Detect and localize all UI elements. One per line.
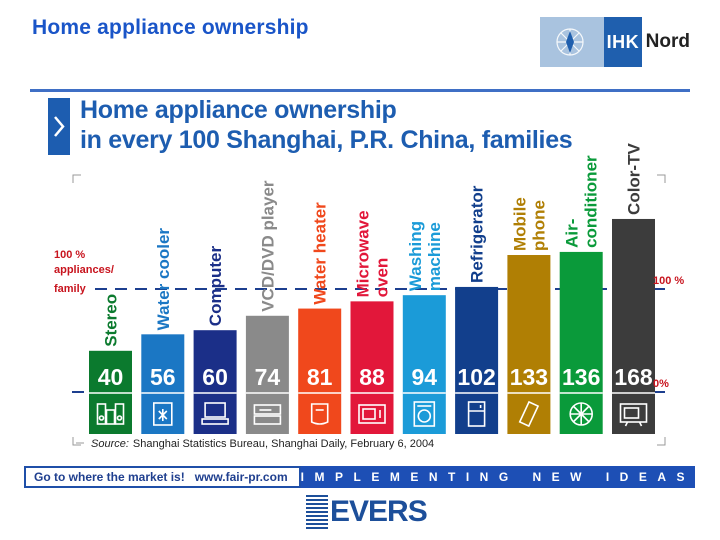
bar-value-label: 40 (98, 364, 124, 390)
category-label-line: oven (373, 258, 392, 298)
refrigerator-icon (467, 401, 486, 427)
page-title: Home appliance ownership (32, 16, 309, 39)
bar-value-label: 60 (202, 364, 228, 390)
bar-value-label: 168 (614, 364, 653, 390)
bar-group: 136 Air-conditioner (559, 155, 603, 434)
right-label-100: 100 % (653, 275, 684, 287)
ihk-nord-logo: IHK Nord (540, 17, 690, 67)
category-label-line: Microwave (354, 210, 373, 297)
category-label-line: Water cooler (154, 228, 173, 331)
category-label: VCD/DVD player (258, 180, 277, 312)
bar-value-label: 133 (510, 364, 548, 390)
evers-logo: EVERS (306, 494, 428, 530)
bar-value-label: 74 (255, 364, 281, 390)
source-text: Shanghai Statistics Bureau, Shanghai Dai… (133, 438, 434, 450)
category-label-line: Mobile (510, 197, 529, 251)
category-label-line: Color-TV (625, 143, 644, 215)
mobile-phone-icon (518, 400, 540, 428)
air-conditioner-icon (569, 402, 594, 426)
chart-title-line2: in every 100 Shanghai, P.R. China, famil… (80, 126, 573, 154)
category-label: Computer (206, 246, 225, 327)
chart-title: Home appliance ownership in every 100 Sh… (80, 95, 573, 155)
category-label-line: Water heater (311, 202, 330, 305)
water-heater-icon (310, 403, 329, 425)
water-cooler-icon (153, 402, 173, 426)
evers-brand-text: EVERS (330, 495, 428, 528)
footer-slogan: Go to where the market is! (34, 470, 185, 484)
ihk-emblem-icon (540, 17, 605, 67)
footer-tagline: IMPLEMENTING NEW IDEAS (300, 466, 695, 488)
chevron-right-icon (48, 98, 70, 155)
category-label-line: conditioner (582, 155, 601, 248)
evers-stripes-icon (306, 495, 328, 529)
footer-banner: Go to where the market is! www.fair-pr.c… (24, 466, 695, 488)
category-label-line: VCD/DVD player (258, 180, 277, 312)
category-label-line: Washing (406, 221, 425, 291)
bar (455, 286, 499, 434)
bar-group: 74 VCD/DVD player (245, 180, 289, 434)
category-label-line: Computer (206, 246, 225, 327)
category-label-line: Refrigerator (468, 185, 487, 283)
bar-value-label: 88 (359, 364, 385, 390)
category-label: Water heater (311, 202, 330, 305)
category-label: Mobilephone (510, 197, 548, 251)
footer-slogan-box: Go to where the market is! www.fair-pr.c… (24, 466, 301, 488)
bar-group: 60 Computer (193, 246, 237, 434)
bar-value-label: 94 (412, 364, 438, 390)
category-label-line: Stereo (102, 294, 121, 347)
computer-icon (201, 402, 229, 425)
bar-group: 40 Stereo (89, 294, 132, 434)
frame-corner-tl (72, 174, 81, 183)
bar-value-label: 81 (307, 364, 333, 390)
bar (507, 255, 551, 434)
bar (298, 308, 342, 434)
bar-value-label: 102 (457, 364, 495, 390)
bar-group: 56 Water cooler (141, 228, 185, 434)
source-note: Source: Shanghai Statistics Bureau, Shang… (91, 438, 434, 450)
category-label-line: machine (425, 222, 444, 291)
category-label: Stereo (102, 294, 121, 347)
right-label-0: 0% (653, 378, 669, 390)
tv-icon (619, 403, 648, 427)
category-label: Washingmachine (406, 221, 444, 291)
category-label: Air-conditioner (563, 155, 601, 248)
bar (612, 218, 655, 434)
category-label: Refrigerator (468, 185, 487, 283)
bar-value-label: 136 (562, 364, 600, 390)
frame-corner-bl (72, 437, 81, 446)
ref-label-line3: family (54, 283, 87, 295)
bar-group: 94 Washingmachine (402, 221, 446, 434)
nord-text: Nord (641, 17, 690, 67)
ihk-text: IHK (604, 17, 642, 67)
chart-title-line1: Home appliance ownership (80, 96, 397, 124)
bar-value-label: 56 (150, 364, 176, 390)
bar-group: 81 Water heater (298, 202, 342, 434)
ref-label-line1: 100 % (54, 249, 85, 261)
bar-group: 102 Refrigerator (455, 185, 499, 434)
bar-group: 133 Mobilephone (507, 197, 551, 434)
dvd-player-icon (253, 404, 282, 425)
category-label: Color-TV (625, 143, 644, 215)
category-label-line: phone (529, 200, 548, 251)
microwave-icon (358, 404, 386, 424)
title-divider (30, 89, 690, 92)
washing-machine-icon (413, 401, 436, 427)
footer-url-link[interactable]: www.fair-pr.com (194, 470, 288, 484)
stereo-icon (96, 403, 125, 425)
frame-corner-br (657, 437, 666, 446)
category-label: Water cooler (154, 228, 173, 331)
bar (402, 295, 446, 434)
bar-group: 88 Microwaveoven (350, 210, 394, 434)
ref-label-line2: appliances/ (54, 264, 114, 276)
bar (350, 301, 394, 434)
category-label: Microwaveoven (354, 210, 392, 297)
frame-corner-tr (657, 174, 666, 183)
category-label-line: Air- (563, 219, 582, 248)
source-label: Source: (91, 438, 129, 450)
bar-group: 168 Color-TV (612, 143, 655, 434)
